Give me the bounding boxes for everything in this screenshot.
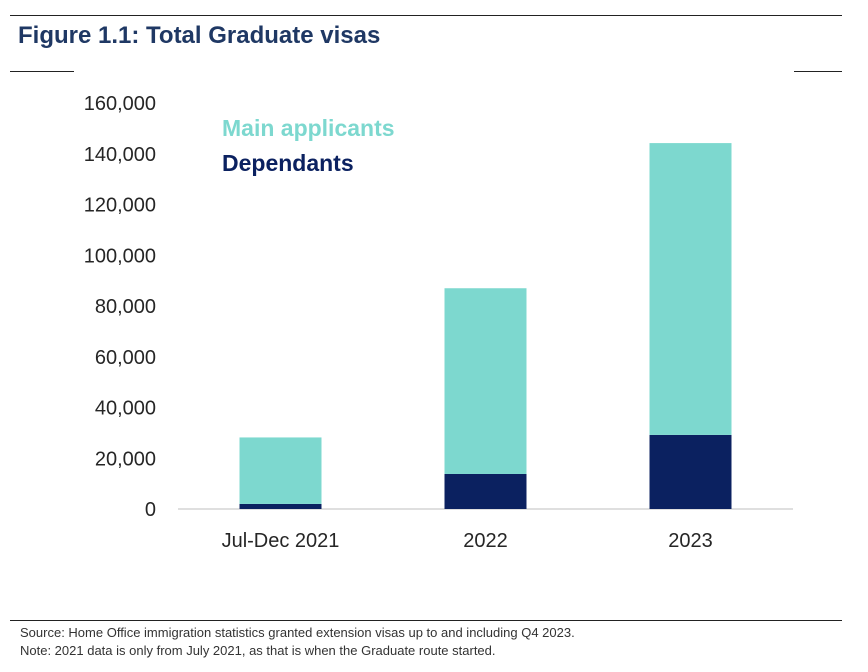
bar-main-applicants	[239, 437, 322, 504]
footer-rule	[10, 620, 842, 621]
y-tick-label: 40,000	[95, 398, 156, 420]
x-tick-label: 2023	[668, 530, 713, 552]
y-tick-label: 100,000	[84, 245, 156, 267]
y-tick-label: 120,000	[84, 195, 156, 217]
x-tick-label: 2022	[463, 530, 508, 552]
y-tick-label: 60,000	[95, 347, 156, 369]
bar-dependants	[239, 503, 322, 509]
bar-dependants	[444, 473, 527, 509]
title-rule-right	[794, 71, 842, 72]
footnotes: Source: Home Office immigration statisti…	[20, 624, 575, 660]
legend-label: Dependants	[222, 150, 354, 176]
bar-dependants	[649, 434, 732, 509]
legend-label: Main applicants	[222, 115, 395, 141]
bar-main-applicants	[444, 288, 527, 474]
y-tick-label: 80,000	[95, 296, 156, 318]
y-tick-label: 140,000	[84, 144, 156, 166]
title-rule-left	[10, 71, 74, 72]
stacked-bar-chart: 0 20,000 40,000 60,000 80,000 100,000 120,000 1…	[84, 93, 793, 552]
x-tick-label: Jul-Dec 2021	[222, 530, 340, 552]
source-note: Source: Home Office immigration statisti…	[20, 625, 575, 640]
y-tick-label: 0	[145, 499, 156, 521]
y-tick-label: 20,000	[95, 448, 156, 470]
bar-main-applicants	[649, 143, 732, 435]
y-tick-label: 160,000	[84, 93, 156, 115]
data-note: Note: 2021 data is only from July 2021, …	[20, 643, 496, 658]
figure-title: Figure 1.1: Total Graduate visas	[18, 22, 381, 49]
top-rule	[10, 15, 842, 16]
